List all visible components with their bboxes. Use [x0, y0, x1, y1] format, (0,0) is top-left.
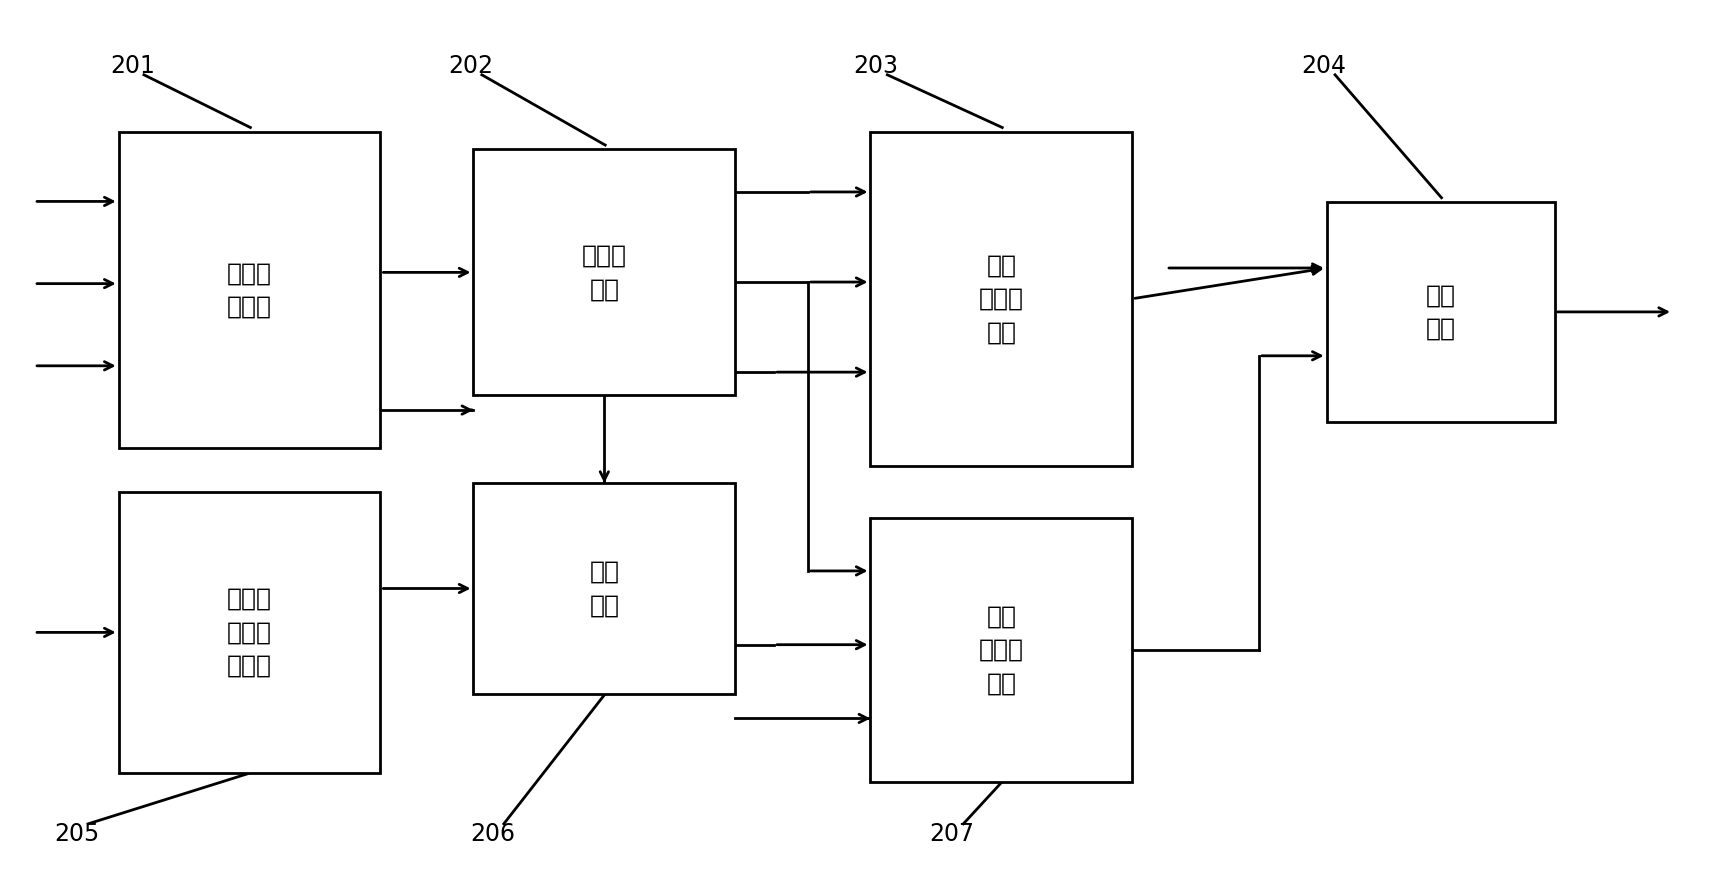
Text: 206: 206 — [470, 823, 515, 847]
Text: 202: 202 — [448, 54, 493, 78]
Text: 标记寄
存器: 标记寄 存器 — [581, 244, 627, 301]
Bar — [1327, 202, 1554, 422]
Text: 201: 201 — [110, 54, 155, 78]
Bar — [474, 483, 736, 694]
Text: 第一
授权存
储器: 第一 授权存 储器 — [979, 254, 1023, 344]
Text: 微机接
口电路: 微机接 口电路 — [227, 262, 272, 319]
Bar — [119, 132, 381, 448]
Text: 207: 207 — [929, 823, 973, 847]
Text: 复接
电路: 复接 电路 — [1425, 283, 1454, 340]
Text: 203: 203 — [853, 54, 898, 78]
Text: 204: 204 — [1301, 54, 1346, 78]
Text: 授权读
出使能
产生器: 授权读 出使能 产生器 — [227, 587, 272, 678]
Text: 205: 205 — [55, 823, 100, 847]
Bar — [870, 132, 1132, 466]
Bar — [119, 492, 381, 773]
Text: 选择
电路: 选择 电路 — [589, 560, 619, 617]
Bar — [474, 150, 736, 395]
Text: 第二
授权存
储器: 第二 授权存 储器 — [979, 605, 1023, 695]
Bar — [870, 518, 1132, 781]
